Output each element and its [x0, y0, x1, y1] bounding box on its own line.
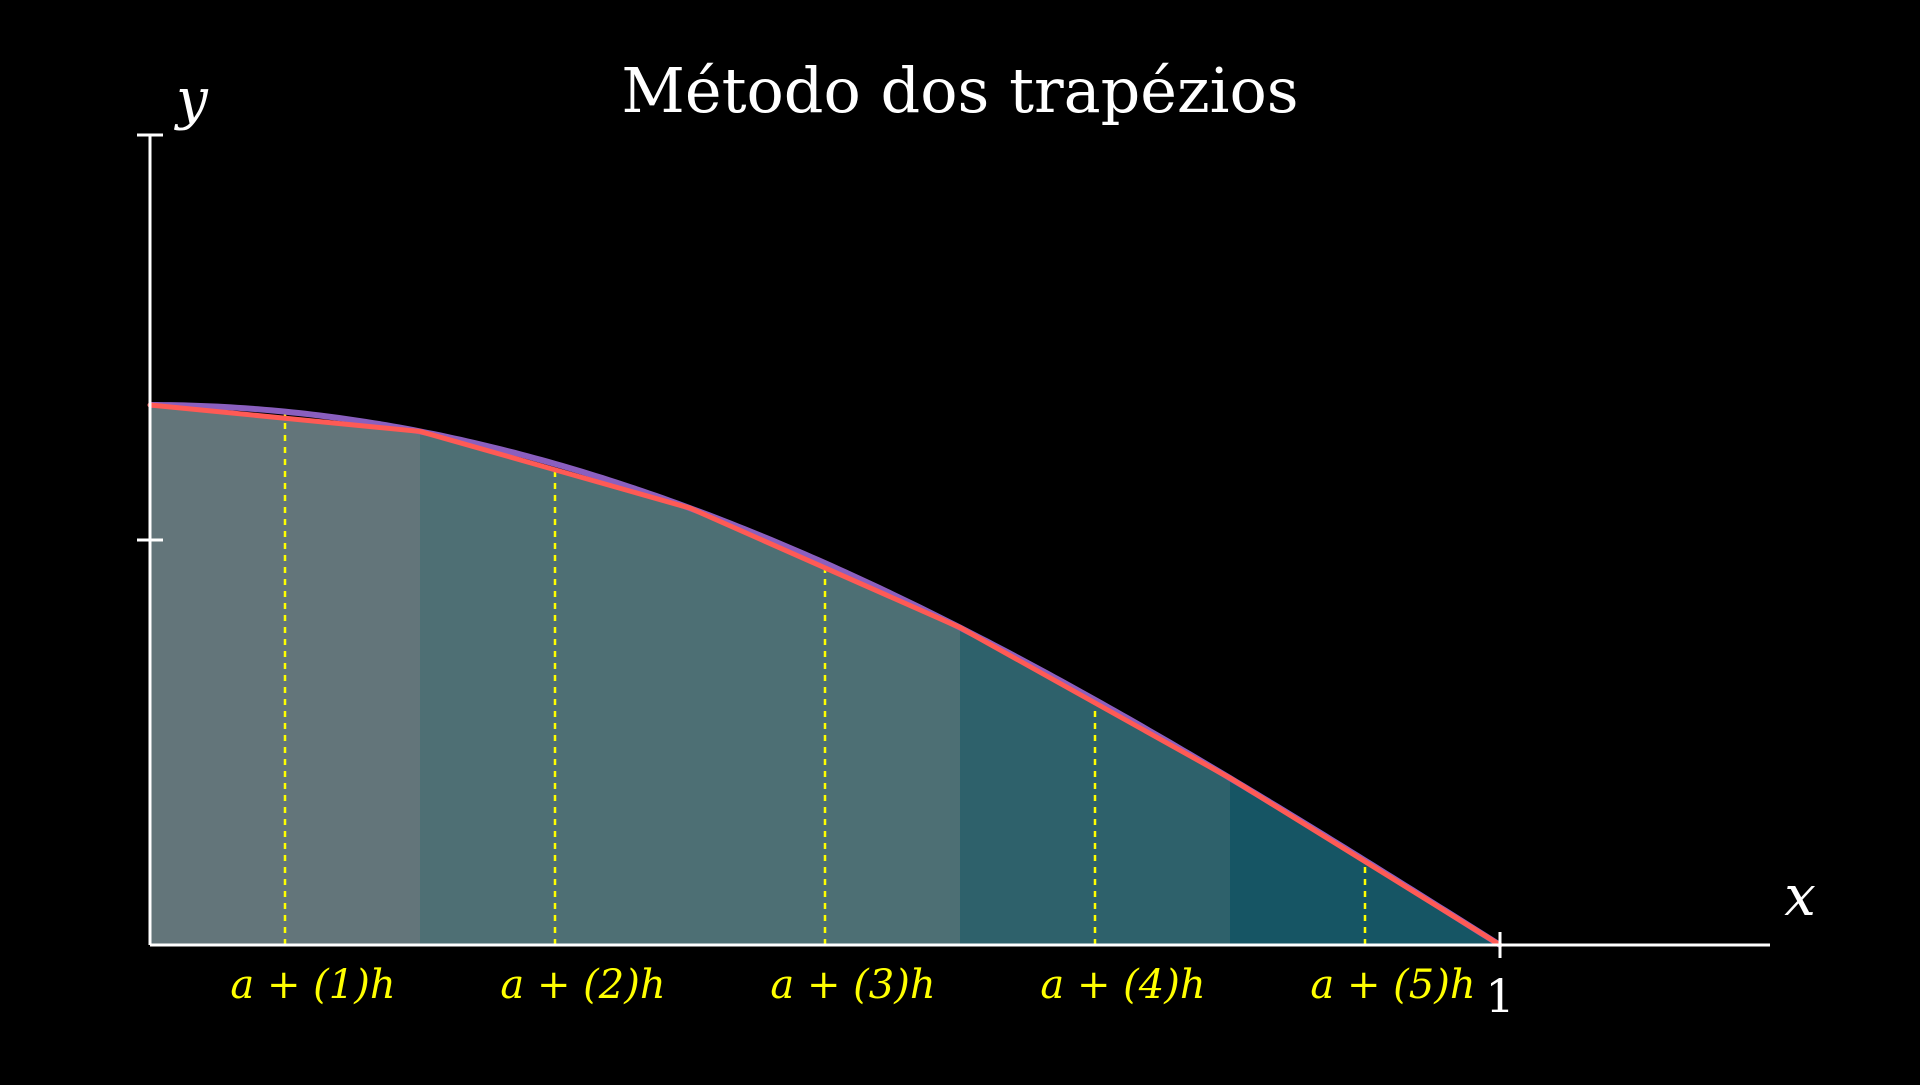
chart-title: Método dos trapézios: [621, 54, 1298, 127]
trapezoid-top-edge: [687, 505, 963, 631]
trapezoid-top-edge: [957, 625, 1233, 781]
y-axis-label: y: [173, 67, 209, 132]
axis-ticks: [137, 133, 1502, 958]
trapezoid-top-edge: [1227, 775, 1503, 948]
trapezoid-edges: [147, 402, 1503, 948]
x-axis-label: x: [1784, 864, 1816, 929]
trapezoid-top-edge: [417, 428, 693, 511]
node-label: a + (5)h: [1310, 962, 1475, 1008]
x-tick-label-1: 1: [1485, 969, 1514, 1023]
node-labels: a + (1)h a + (2)h a + (3)h a + (4)h a + (5)h: [230, 962, 1475, 1008]
node-label: a + (3)h: [770, 962, 935, 1008]
node-label: a + (1)h: [230, 962, 395, 1008]
node-label: a + (4)h: [1040, 962, 1205, 1008]
midpoint-guides: [283, 411, 1367, 945]
node-label: a + (2)h: [500, 962, 665, 1008]
trapezoid-top-edge: [147, 402, 423, 434]
